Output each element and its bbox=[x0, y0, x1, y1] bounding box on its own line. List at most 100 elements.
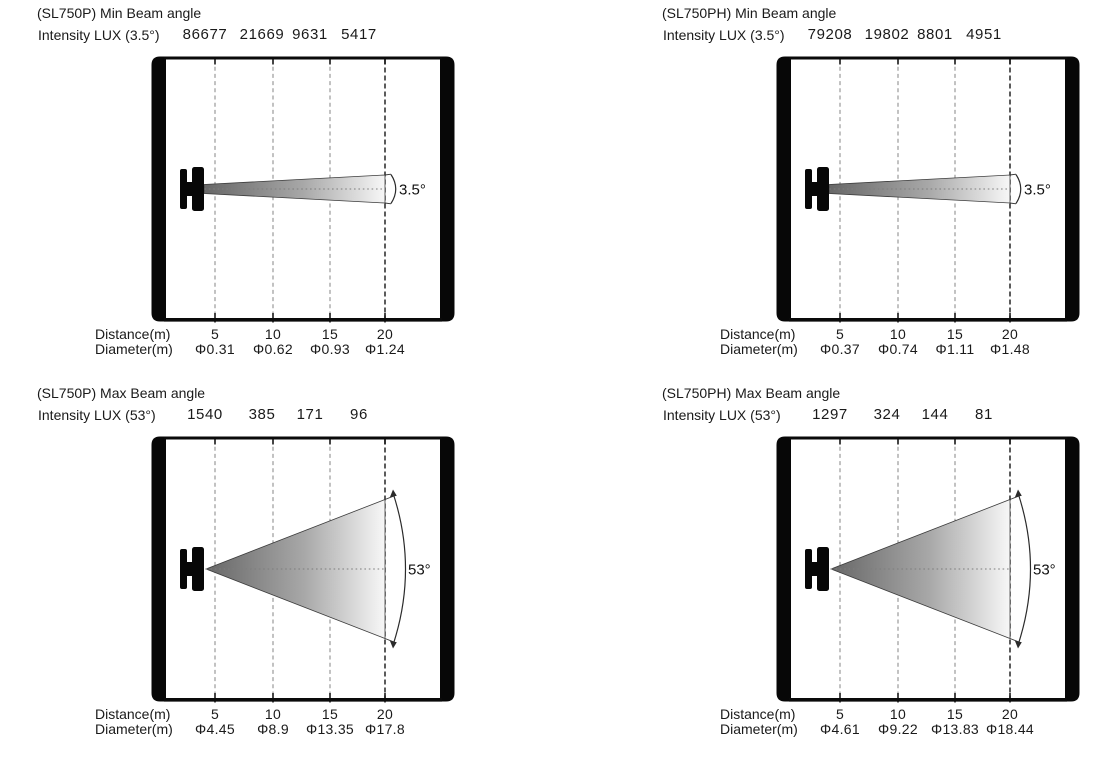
angle-label: 53° bbox=[1033, 562, 1056, 579]
distance-value: 5 bbox=[210, 706, 220, 722]
arc-arrowhead-bottom bbox=[389, 640, 397, 649]
diameter-value: Φ13.83 bbox=[930, 721, 980, 737]
intensity-value: 79208 bbox=[807, 26, 853, 43]
panel-title: (SL750PH) Max Beam angle bbox=[662, 385, 841, 401]
beam-edge-extension bbox=[1009, 494, 1022, 644]
distance-value: 10 bbox=[889, 706, 907, 722]
distance-value: 15 bbox=[321, 706, 339, 722]
intensity-label: Intensity LUX (3.5°) bbox=[663, 27, 785, 43]
gridline-ticks bbox=[214, 438, 386, 703]
right-wall bbox=[1065, 56, 1080, 322]
panel-sl750p-min: (SL750P) Min Beam angle Intensity LUX (3… bbox=[35, 5, 495, 380]
angle-label: 3.5° bbox=[399, 182, 426, 199]
diameter-value: Φ0.74 bbox=[878, 341, 918, 357]
diameter-value: Φ4.45 bbox=[195, 721, 235, 737]
panel-sl750ph-max: (SL750PH) Max Beam angle Intensity LUX (… bbox=[660, 385, 1111, 757]
intensity-value: 8801 bbox=[917, 26, 953, 43]
light-fixture-icon bbox=[180, 167, 204, 211]
distance-value: 20 bbox=[1001, 706, 1019, 722]
beam-edge-extension bbox=[384, 173, 392, 205]
diameter-value: Φ4.61 bbox=[820, 721, 860, 737]
distance-label: Distance(m) bbox=[95, 326, 171, 342]
right-wall bbox=[440, 436, 455, 702]
beam-diagram-canvas: 3.5° bbox=[151, 56, 455, 323]
intensity-value: 9631 bbox=[292, 26, 328, 43]
intensity-value: 19802 bbox=[864, 26, 910, 43]
distance-value: 15 bbox=[946, 326, 964, 342]
intensity-value: 4951 bbox=[966, 26, 1002, 43]
panel-title: (SL750PH) Min Beam angle bbox=[662, 5, 837, 21]
angle-arc bbox=[1015, 174, 1022, 204]
diameter-value: Φ13.35 bbox=[305, 721, 355, 737]
diameter-label: Diameter(m) bbox=[95, 721, 173, 737]
intensity-value: 1297 bbox=[812, 406, 848, 423]
distance-value: 5 bbox=[210, 326, 220, 342]
arc-arrowhead-top bbox=[1014, 489, 1022, 498]
panel-title: (SL750P) Min Beam angle bbox=[37, 5, 202, 21]
left-wall bbox=[776, 436, 791, 702]
diameter-label: Diameter(m) bbox=[95, 341, 173, 357]
distance-value: 5 bbox=[835, 706, 845, 722]
distance-value: 10 bbox=[264, 326, 282, 342]
intensity-value: 81 bbox=[975, 406, 993, 423]
light-fixture-icon bbox=[805, 547, 829, 591]
distance-label: Distance(m) bbox=[720, 326, 796, 342]
angle-arc bbox=[1017, 492, 1032, 646]
intensity-label: Intensity LUX (3.5°) bbox=[38, 27, 160, 43]
diameter-value: Φ1.11 bbox=[935, 341, 975, 357]
beam-diagram-canvas: 53° bbox=[151, 436, 455, 703]
diameter-value: Φ18.44 bbox=[985, 721, 1035, 737]
angle-arc bbox=[390, 174, 397, 204]
diameter-value: Φ0.93 bbox=[310, 341, 350, 357]
gridline-ticks bbox=[839, 58, 1011, 323]
intensity-label: Intensity LUX (53°) bbox=[663, 407, 781, 423]
intensity-value: 324 bbox=[873, 406, 901, 423]
intensity-value: 5417 bbox=[341, 26, 377, 43]
angle-arc bbox=[392, 492, 407, 646]
panel-title: (SL750P) Max Beam angle bbox=[37, 385, 206, 401]
diameter-value: Φ1.48 bbox=[990, 341, 1030, 357]
intensity-value: 1540 bbox=[187, 406, 223, 423]
distance-value: 15 bbox=[946, 706, 964, 722]
diameter-label: Diameter(m) bbox=[720, 721, 798, 737]
intensity-value: 171 bbox=[296, 406, 324, 423]
distance-value: 15 bbox=[321, 326, 339, 342]
diameter-value: Φ0.37 bbox=[820, 341, 860, 357]
intensity-value: 96 bbox=[350, 406, 368, 423]
diameter-value: Φ9.22 bbox=[878, 721, 918, 737]
distance-value: 10 bbox=[889, 326, 907, 342]
intensity-value: 86677 bbox=[182, 26, 228, 43]
angle-label: 53° bbox=[408, 562, 431, 579]
distance-value: 10 bbox=[264, 706, 282, 722]
light-fixture-icon bbox=[805, 167, 829, 211]
intensity-value: 144 bbox=[921, 406, 949, 423]
left-wall bbox=[151, 56, 166, 322]
beam-edge-extension bbox=[384, 494, 397, 644]
right-wall bbox=[1065, 436, 1080, 702]
arc-arrowhead-bottom bbox=[1014, 640, 1022, 649]
intensity-value: 21669 bbox=[239, 26, 285, 43]
diameter-value: Φ8.9 bbox=[257, 721, 289, 737]
panel-sl750ph-min: (SL750PH) Min Beam angle Intensity LUX (… bbox=[660, 5, 1111, 380]
beam-edge-extension bbox=[1009, 173, 1017, 205]
panel-sl750p-max: (SL750P) Max Beam angle Intensity LUX (5… bbox=[35, 385, 495, 757]
gridline-ticks bbox=[214, 58, 386, 323]
distance-value: 20 bbox=[1001, 326, 1019, 342]
diameter-label: Diameter(m) bbox=[720, 341, 798, 357]
intensity-label: Intensity LUX (53°) bbox=[38, 407, 156, 423]
intensity-value: 385 bbox=[248, 406, 276, 423]
diameter-value: Φ0.31 bbox=[195, 341, 235, 357]
beam-diagram-canvas: 3.5° bbox=[776, 56, 1080, 323]
gridline-ticks bbox=[839, 438, 1011, 703]
distance-value: 5 bbox=[835, 326, 845, 342]
distance-label: Distance(m) bbox=[95, 706, 171, 722]
left-wall bbox=[776, 56, 791, 322]
arc-arrowhead-top bbox=[389, 489, 397, 498]
distance-value: 20 bbox=[376, 706, 394, 722]
diameter-value: Φ1.24 bbox=[365, 341, 405, 357]
beam-diagram-canvas: 53° bbox=[776, 436, 1080, 703]
diameter-value: Φ0.62 bbox=[253, 341, 293, 357]
right-wall bbox=[440, 56, 455, 322]
distance-label: Distance(m) bbox=[720, 706, 796, 722]
